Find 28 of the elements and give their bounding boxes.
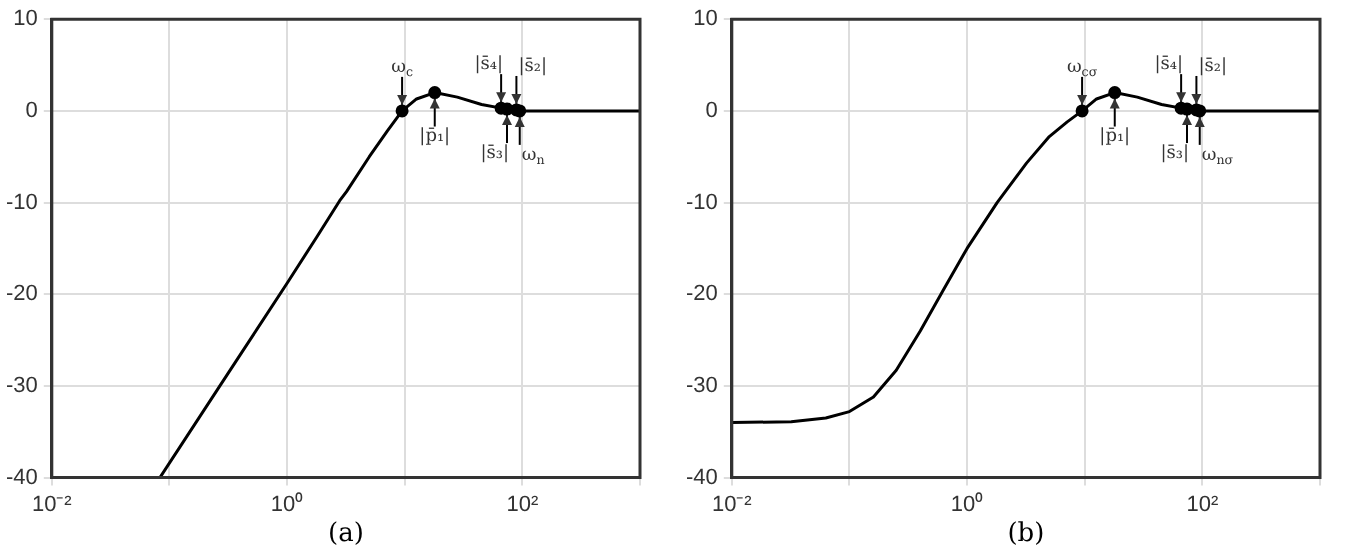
annotation: |s̄₄| xyxy=(1154,54,1184,75)
x-tick-label: 10² xyxy=(506,492,539,517)
y-tick-label: -30 xyxy=(685,373,718,398)
x-axis-title: (a) xyxy=(328,518,364,549)
y-tick-label: -40 xyxy=(5,465,38,490)
x-axis-title: (b) xyxy=(1007,518,1045,549)
x-tick-label: 10⁻² xyxy=(711,492,753,517)
annotation: |s̄₄| xyxy=(474,54,504,75)
y-tick-label: -20 xyxy=(5,282,38,307)
x-tick-label: 10² xyxy=(1186,492,1219,517)
y-tick-label: 0 xyxy=(25,98,38,123)
y-tick-label: 10 xyxy=(693,7,718,32)
y-tick-label: -10 xyxy=(685,190,718,215)
y-tick-label: -20 xyxy=(685,282,718,307)
y-tick-label: 0 xyxy=(705,98,718,123)
annotation: |s̄₃| xyxy=(1160,143,1189,164)
annotation: |s̄₃| xyxy=(480,143,509,164)
y-tick-label: 10 xyxy=(13,7,38,32)
x-tick-label: 10⁻² xyxy=(31,492,73,517)
y-tick-label: -10 xyxy=(5,190,38,215)
annotation: |s̄₂| xyxy=(518,56,547,77)
y-tick-label: -30 xyxy=(5,373,38,398)
annotation: |p̄₁| xyxy=(1099,127,1131,148)
x-tick-label: 10⁰ xyxy=(950,490,984,517)
annotation: |p̄₁| xyxy=(419,127,451,148)
annotation: |s̄₂| xyxy=(1198,56,1227,77)
x-tick-label: 10⁰ xyxy=(270,490,304,517)
y-tick-label: -40 xyxy=(685,465,718,490)
